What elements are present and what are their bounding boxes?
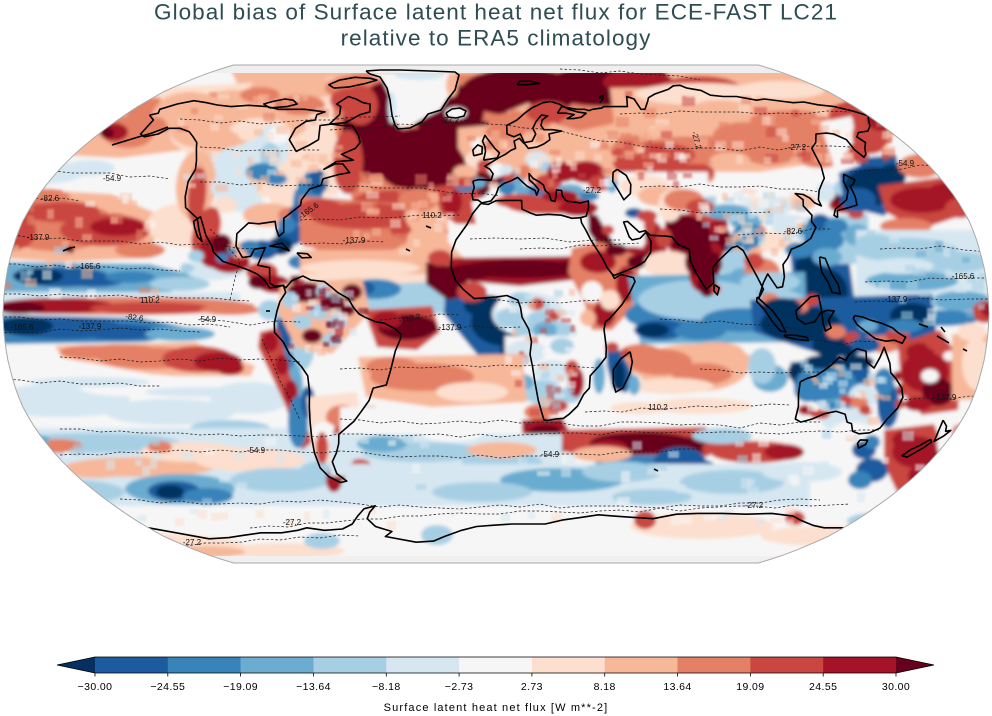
svg-text:-137.9: -137.9 (343, 236, 366, 245)
svg-text:-137.9: -137.9 (885, 295, 908, 304)
svg-text:-137.9: -137.9 (27, 233, 50, 242)
svg-text:-82.6: -82.6 (41, 194, 60, 203)
svg-text:−30.00: −30.00 (78, 681, 113, 693)
svg-text:8.18: 8.18 (594, 681, 616, 693)
svg-text:-165.6: -165.6 (11, 323, 34, 332)
svg-text:24.55: 24.55 (809, 681, 837, 693)
svg-text:-27.2: -27.2 (745, 501, 764, 510)
svg-text:relative to ERA5 climatology: relative to ERA5 climatology (341, 26, 652, 51)
svg-text:−19.09: −19.09 (223, 681, 258, 693)
svg-text:-137.9: -137.9 (79, 322, 102, 331)
svg-text:30.00: 30.00 (882, 681, 910, 693)
svg-text:-27.2: -27.2 (788, 143, 807, 152)
svg-text:-54.9: -54.9 (896, 159, 915, 168)
svg-text:-27.2: -27.2 (283, 518, 302, 527)
svg-text:-82.6: -82.6 (125, 312, 145, 324)
svg-text:110.2: 110.2 (422, 211, 442, 220)
svg-text:-137.9: -137.9 (934, 393, 957, 402)
svg-text:-82.6: -82.6 (784, 227, 803, 236)
svg-text:Surface latent heat net flux [: Surface latent heat net flux [W m**-2] (384, 702, 609, 714)
svg-text:-165.6: -165.6 (952, 272, 975, 281)
svg-text:2.73: 2.73 (521, 681, 543, 693)
svg-text:-165.6: -165.6 (78, 262, 101, 271)
svg-text:110.2: 110.2 (140, 296, 160, 305)
svg-text:19.09: 19.09 (736, 681, 764, 693)
svg-text:110.2: 110.2 (648, 403, 668, 412)
svg-text:Global bias of Surface latent: Global bias of Surface latent heat net f… (154, 0, 838, 25)
svg-text:−2.73: −2.73 (445, 681, 474, 693)
svg-text:-137.9: -137.9 (439, 323, 462, 332)
svg-text:-27.2: -27.2 (183, 538, 202, 547)
svg-text:-54.9: -54.9 (103, 174, 122, 183)
svg-text:13.64: 13.64 (663, 681, 691, 693)
svg-text:-54.9: -54.9 (247, 446, 266, 455)
svg-text:-54.9: -54.9 (198, 315, 217, 324)
svg-text:−24.55: −24.55 (150, 681, 185, 693)
svg-text:-27.2: -27.2 (583, 186, 602, 195)
svg-text:−8.18: −8.18 (372, 681, 401, 693)
svg-text:−13.64: −13.64 (296, 681, 331, 693)
svg-text:-54.9: -54.9 (541, 450, 560, 459)
svg-text:-27.2: -27.2 (441, 116, 460, 125)
